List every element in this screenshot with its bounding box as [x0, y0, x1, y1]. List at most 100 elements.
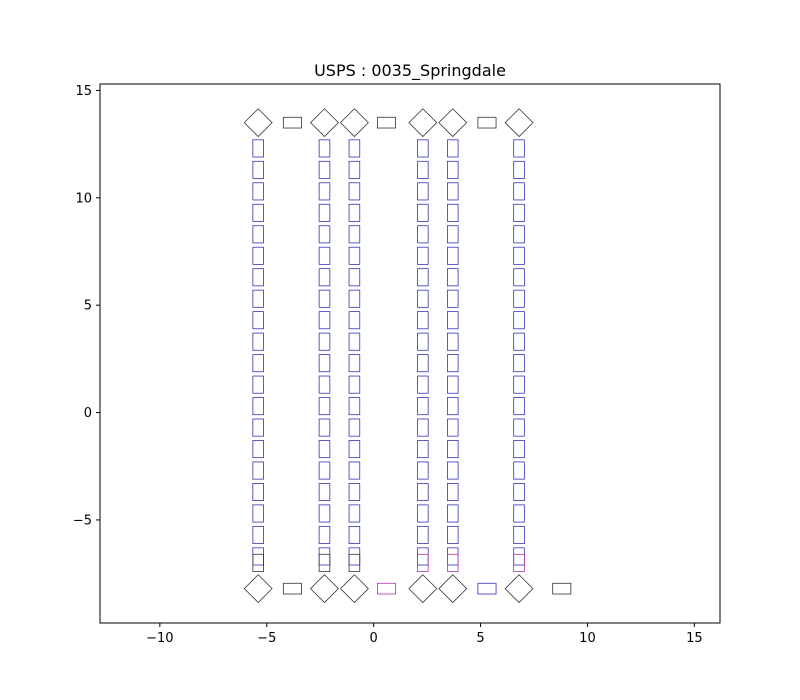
slot-marker	[318, 525, 331, 544]
slot-marker	[252, 461, 264, 480]
y-tick-label: 0	[84, 406, 92, 421]
slot-marker	[447, 139, 459, 158]
slot-marker	[417, 375, 429, 394]
slot-marker	[513, 332, 525, 351]
slot-marker	[318, 203, 331, 222]
slot-marker	[447, 203, 459, 222]
slot-marker	[318, 225, 331, 244]
slot-marker	[348, 504, 361, 523]
slot-marker	[348, 268, 361, 287]
slot-marker	[447, 311, 459, 330]
slot-marker	[513, 246, 525, 265]
slot-marker	[318, 139, 331, 158]
bottom-marker-diamond	[310, 574, 339, 604]
bottom-marker-rect	[552, 582, 572, 595]
slot-marker	[252, 289, 264, 308]
slot-marker	[447, 332, 459, 351]
slot-marker	[417, 139, 429, 158]
slot-marker	[417, 160, 429, 179]
bottom-marker-rect	[282, 582, 302, 595]
slot-marker	[348, 182, 361, 201]
chart-marks	[243, 108, 572, 604]
slot-marker	[318, 483, 331, 501]
slot-marker	[252, 246, 264, 265]
slot-marker	[318, 547, 331, 566]
slot-marker	[417, 547, 429, 566]
y-tick-label: 15	[75, 84, 92, 99]
slot-marker	[513, 311, 525, 330]
slot-marker	[252, 418, 264, 437]
slot-marker	[447, 461, 459, 480]
slot-marker	[513, 397, 525, 416]
slot-marker	[447, 354, 459, 373]
slot-marker	[252, 160, 264, 179]
slot-marker	[348, 246, 361, 265]
slot-marker	[447, 397, 459, 416]
slot-marker	[318, 354, 331, 373]
slot-marker	[447, 483, 459, 501]
bottom-marker-diamond	[339, 574, 369, 604]
slot-marker	[348, 440, 361, 459]
slot-marker	[513, 268, 525, 287]
bottom-marker-diamond	[438, 574, 468, 604]
slot-marker	[513, 375, 525, 394]
slot-marker	[417, 332, 429, 351]
slot-marker	[513, 483, 525, 501]
slot-marker	[513, 525, 525, 544]
slot-marker-bottom	[252, 553, 264, 572]
slot-marker	[318, 397, 331, 416]
plot-frame	[99, 83, 721, 624]
slot-marker	[447, 547, 459, 566]
slot-marker	[348, 311, 361, 330]
slot-marker	[252, 203, 264, 222]
slot-marker	[348, 332, 361, 351]
slot-marker	[447, 246, 459, 265]
bottom-marker-diamond	[504, 574, 534, 604]
slot-marker	[318, 418, 331, 437]
y-axis: −5 0 5 10 15	[73, 84, 100, 528]
slot-marker	[447, 375, 459, 394]
slot-marker	[348, 225, 361, 244]
slot-marker	[513, 203, 525, 222]
slot-marker	[318, 160, 331, 179]
slot-marker	[318, 461, 331, 480]
y-tick-label: −5	[73, 513, 92, 528]
slot-marker-bottom	[513, 553, 525, 572]
x-axis: −10 −5 0 5 10 15	[146, 623, 703, 646]
slot-marker	[318, 375, 331, 394]
slot-marker	[447, 525, 459, 544]
slot-marker	[417, 440, 429, 459]
x-tick-label: 5	[476, 631, 484, 646]
slot-marker	[348, 289, 361, 308]
slot-marker	[318, 332, 331, 351]
slot-marker-bottom	[348, 553, 361, 572]
slot-marker	[417, 246, 429, 265]
slot-marker	[252, 268, 264, 287]
slot-marker	[252, 182, 264, 201]
slot-marker	[417, 225, 429, 244]
slot-marker	[348, 418, 361, 437]
slot-marker	[513, 289, 525, 308]
top-marker-diamond	[339, 108, 369, 138]
slot-marker	[318, 246, 331, 265]
top-marker-diamond	[504, 108, 534, 138]
slot-marker	[252, 332, 264, 351]
x-tick-label: −5	[257, 631, 276, 646]
slot-marker	[348, 160, 361, 179]
slot-marker	[348, 375, 361, 394]
y-tick-label: 10	[75, 191, 92, 206]
slot-marker	[447, 225, 459, 244]
slot-marker	[252, 483, 264, 501]
x-tick-label: 15	[686, 631, 703, 646]
slot-marker	[348, 547, 361, 566]
slot-marker	[417, 182, 429, 201]
slot-marker	[417, 418, 429, 437]
slot-marker	[252, 440, 264, 459]
slot-marker	[348, 397, 361, 416]
slot-marker	[252, 504, 264, 523]
slot-marker	[318, 504, 331, 523]
top-marker-rect	[376, 116, 396, 129]
slot-marker	[513, 160, 525, 179]
slot-marker	[513, 504, 525, 523]
